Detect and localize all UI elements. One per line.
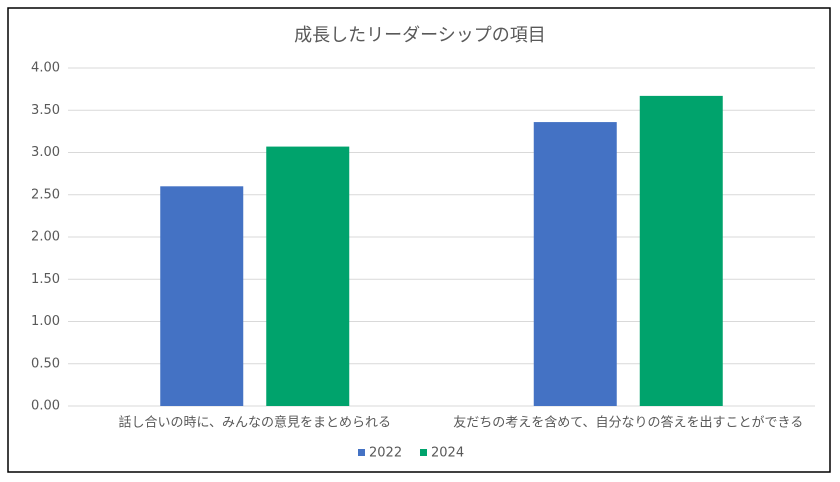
bar	[160, 186, 244, 406]
y-tick-label: 1.00	[31, 314, 60, 329]
y-tick-label: 3.00	[31, 145, 60, 160]
y-tick-label: 2.00	[31, 230, 60, 245]
y-tick-label: 2.50	[31, 187, 60, 202]
y-tick-label: 1.50	[31, 272, 60, 287]
x-tick-label: 話し合いの時に、みんなの意見をまとめられる	[118, 415, 391, 431]
y-tick-label: 3.50	[31, 103, 60, 118]
legend-label: 2022	[369, 446, 402, 461]
legend-swatch	[420, 449, 427, 456]
bar	[533, 122, 617, 406]
y-tick-label: 0.50	[31, 356, 60, 371]
y-tick-label: 0.00	[31, 399, 60, 414]
legend-swatch	[358, 449, 365, 456]
chart-title: 成長したリーダーシップの項目	[294, 25, 546, 46]
bar	[639, 95, 723, 406]
y-tick-label: 4.00	[31, 61, 60, 76]
bar	[266, 146, 350, 406]
x-tick-label: 友だちの考えを含めて、自分なりの答えを出すことができる	[453, 415, 803, 431]
legend-label: 2024	[431, 446, 464, 461]
